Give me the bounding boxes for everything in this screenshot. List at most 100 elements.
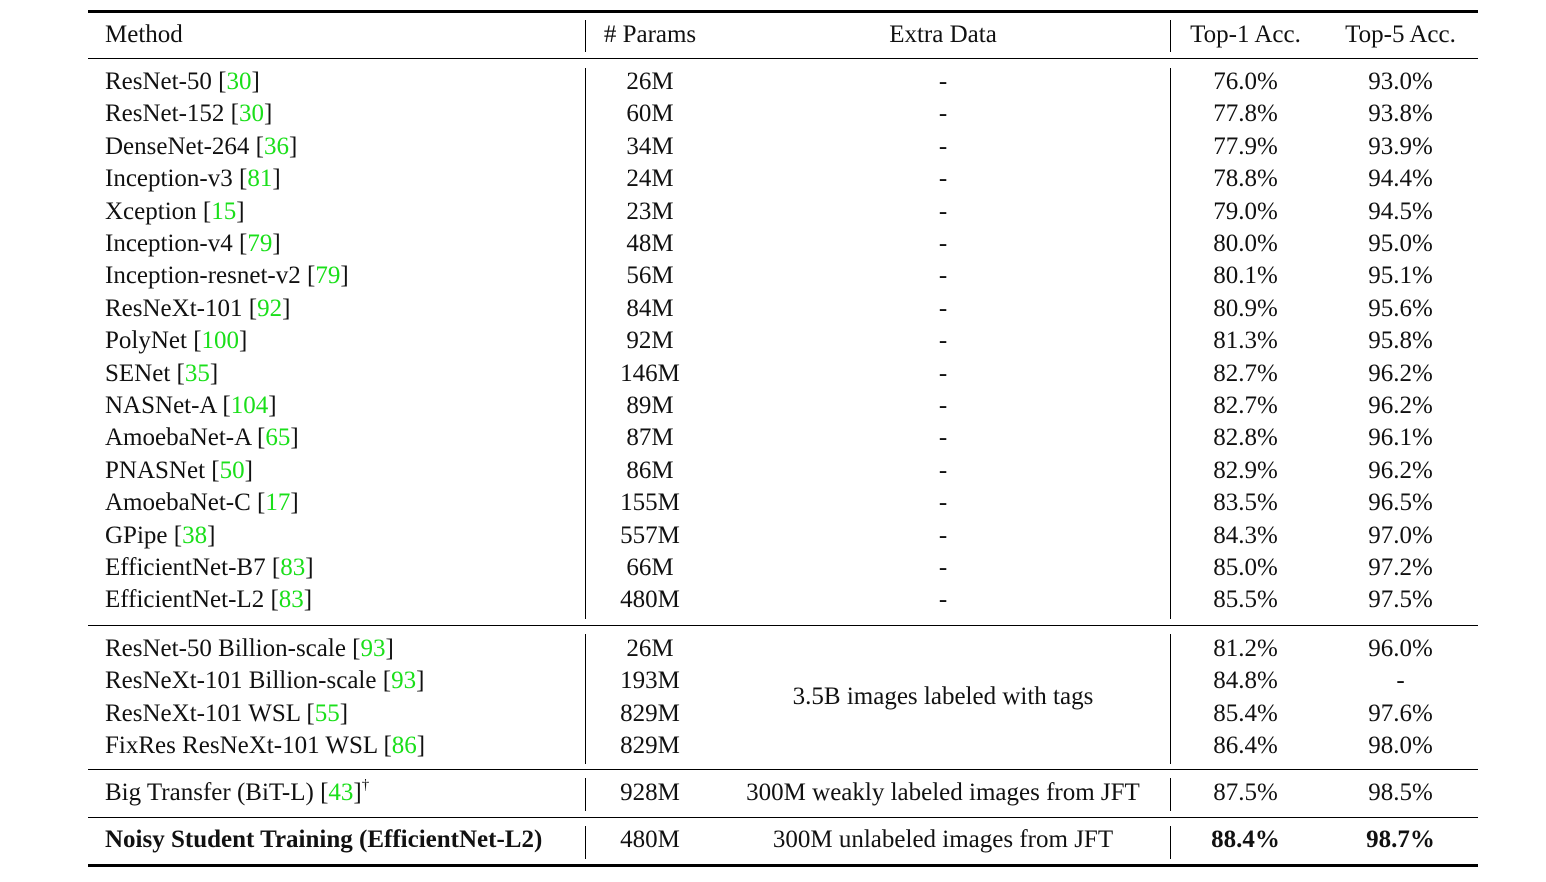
citation-link[interactable]: 36 <box>263 133 289 160</box>
citation-link[interactable]: 79 <box>247 230 273 257</box>
extra-data-cell: 300M weakly labeled images from JFT <box>746 779 1140 806</box>
top5-cell: 97.2% <box>1368 554 1433 581</box>
extra-data-cell: - <box>938 133 948 160</box>
top1-cell: 77.9% <box>1213 133 1278 160</box>
extra-data-cell: - <box>938 522 948 549</box>
citation-link[interactable]: 65 <box>265 424 291 451</box>
citation-link[interactable]: 92 <box>257 295 283 322</box>
top1-cell: 81.3% <box>1213 327 1278 354</box>
top5-cell: 95.6% <box>1368 295 1433 322</box>
top1-cell: 78.8% <box>1213 165 1278 192</box>
extra-data-cell: - <box>938 230 948 257</box>
extra-data-cell: - <box>938 262 948 289</box>
method-cell: FixRes ResNeXt-101 WSL [86] <box>105 732 426 759</box>
top5-cell: 95.1% <box>1368 262 1433 289</box>
method-name: ResNet-152 <box>105 100 225 127</box>
group2-bottom-rule <box>88 769 1478 771</box>
method-name: Xception <box>105 198 197 225</box>
top1-cell: 82.8% <box>1213 424 1278 451</box>
group1-bottom-rule <box>88 625 1478 627</box>
top5-cell: 98.0% <box>1368 732 1433 759</box>
params-cell: 829M <box>620 732 680 759</box>
citation-link[interactable]: 83 <box>280 554 306 581</box>
dagger-mark: † <box>361 776 370 793</box>
extra-data-cell: - <box>938 100 948 127</box>
citation-link[interactable]: 100 <box>201 327 240 354</box>
citation-link[interactable]: 43 <box>328 779 354 806</box>
method-cell: Inception-v3 [81] <box>105 165 281 192</box>
params-cell: 829M <box>620 700 680 727</box>
top1-cell: 84.8% <box>1213 667 1278 694</box>
params-cell: 86M <box>626 457 674 484</box>
method-name: DenseNet-264 <box>105 133 250 160</box>
top1-cell: 83.5% <box>1213 489 1278 516</box>
extra-data-cell: - <box>938 360 948 387</box>
top5-cell: 97.0% <box>1368 522 1433 549</box>
top5-cell: 93.9% <box>1368 133 1433 160</box>
group1-separator-left <box>585 68 586 619</box>
method-name: Inception-resnet-v2 <box>105 262 301 289</box>
params-cell: 66M <box>626 554 674 581</box>
method-name: Inception-v4 <box>105 230 233 257</box>
citation-link[interactable]: 93 <box>360 635 386 662</box>
extra-data-cell: - <box>938 165 948 192</box>
bit-separator-left <box>585 778 586 811</box>
top1-cell: 88.4% <box>1211 826 1280 853</box>
citation-link[interactable]: 86 <box>391 732 417 759</box>
top5-cell: 96.5% <box>1368 489 1433 516</box>
method-name: FixRes ResNeXt-101 WSL <box>105 732 378 759</box>
method-name: SENet <box>105 360 171 387</box>
ours-separator-right <box>1170 826 1171 859</box>
method-cell: ResNeXt-101 WSL [55] <box>105 700 349 727</box>
method-cell: AmoebaNet-A [65] <box>105 424 299 451</box>
top5-cell: 94.4% <box>1368 165 1433 192</box>
params-cell: 89M <box>626 392 674 419</box>
citation-link[interactable]: 50 <box>219 457 245 484</box>
top5-cell: 96.1% <box>1368 424 1433 451</box>
citation-link[interactable]: 35 <box>184 360 210 387</box>
top1-cell: 80.0% <box>1213 230 1278 257</box>
top1-cell: 77.8% <box>1213 100 1278 127</box>
citation-link[interactable]: 30 <box>226 68 252 95</box>
citation-link[interactable]: 83 <box>278 586 304 613</box>
top5-cell: 98.7% <box>1366 826 1435 853</box>
top1-cell: 87.5% <box>1213 779 1278 806</box>
top5-cell: - <box>1396 667 1405 694</box>
top1-cell: 76.0% <box>1213 68 1278 95</box>
top1-cell: 85.4% <box>1213 700 1278 727</box>
extra-data-cell: - <box>938 457 948 484</box>
method-name: ResNeXt-101 WSL <box>105 700 301 727</box>
method-name: ResNet-50 <box>105 68 212 95</box>
top1-cell: 82.7% <box>1213 392 1278 419</box>
header-separator-right <box>1170 20 1171 52</box>
params-cell: 193M <box>620 667 680 694</box>
extra-data-cell: - <box>938 489 948 516</box>
method-cell: Noisy Student Training (EfficientNet-L2) <box>105 826 543 853</box>
method-cell: NASNet-A [104] <box>105 392 277 419</box>
method-cell: SENet [35] <box>105 360 219 387</box>
citation-link[interactable]: 79 <box>315 262 341 289</box>
citation-link[interactable]: 38 <box>182 522 208 549</box>
method-cell: PNASNet [50] <box>105 457 253 484</box>
header-params: # Params <box>603 21 697 48</box>
header-top5: Top-5 Acc. <box>1345 21 1456 48</box>
citation-link[interactable]: 15 <box>211 198 237 225</box>
top5-cell: 97.5% <box>1368 586 1433 613</box>
method-name: EfficientNet-L2 <box>105 586 265 613</box>
extra-data-cell: - <box>938 392 948 419</box>
bit-separator-right <box>1170 778 1171 811</box>
method-name: GPipe <box>105 522 168 549</box>
method-name: EfficientNet-B7 <box>105 554 266 581</box>
citation-link[interactable]: 55 <box>314 700 340 727</box>
extra-data-cell: - <box>938 68 948 95</box>
method-cell: ResNet-50 Billion-scale [93] <box>105 635 394 662</box>
params-cell: 92M <box>626 327 674 354</box>
citation-link[interactable]: 30 <box>239 100 264 127</box>
method-cell: EfficientNet-L2 [83] <box>105 586 313 613</box>
citation-link[interactable]: 81 <box>247 165 273 192</box>
citation-link[interactable]: 93 <box>391 667 417 694</box>
citation-link[interactable]: 17 <box>265 489 291 516</box>
method-cell: EfficientNet-B7 [83] <box>105 554 314 581</box>
top5-cell: 93.0% <box>1368 68 1433 95</box>
citation-link[interactable]: 104 <box>230 392 269 419</box>
